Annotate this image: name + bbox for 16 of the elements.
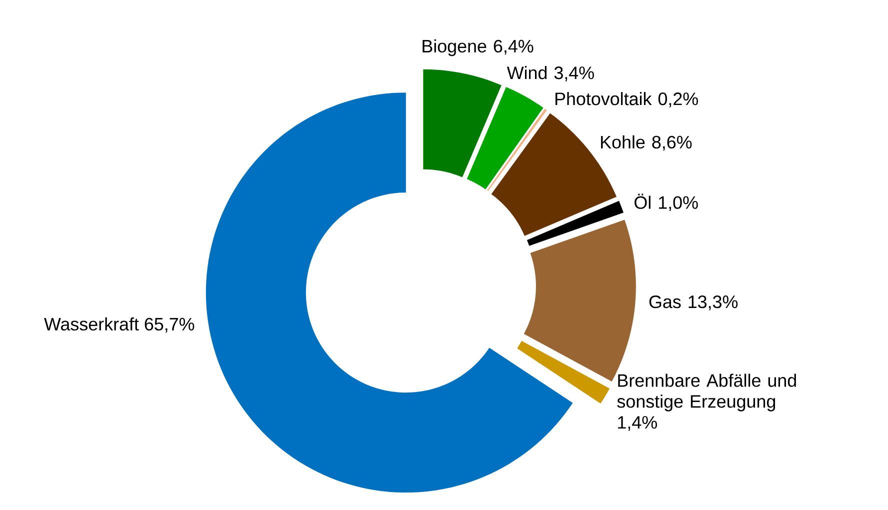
slice-label: Photovoltaik — [556, 92, 652, 106]
data-label: 6,4% — [494, 40, 534, 55]
slice-label: Biogene — [422, 39, 486, 56]
slice-label: Brennbare Abfälle und sonstige Erzeugung — [617, 374, 796, 412]
data-label: 1,0% — [658, 196, 698, 212]
data-label: 13,3% — [688, 295, 738, 310]
data-label: 8,6% — [652, 136, 692, 151]
slice-label: Öl — [634, 194, 650, 209]
data-label: 3,4% — [554, 66, 594, 82]
slice-label: Wind — [506, 66, 547, 80]
slice-label: Gas — [649, 295, 681, 308]
slice-label: Kohle — [601, 135, 645, 149]
data-label: 0,2% — [658, 92, 698, 108]
data-label: 65,7% — [144, 318, 194, 333]
slice-label: Wasserkraft — [44, 317, 139, 331]
data-label: 1,4% — [618, 416, 657, 431]
